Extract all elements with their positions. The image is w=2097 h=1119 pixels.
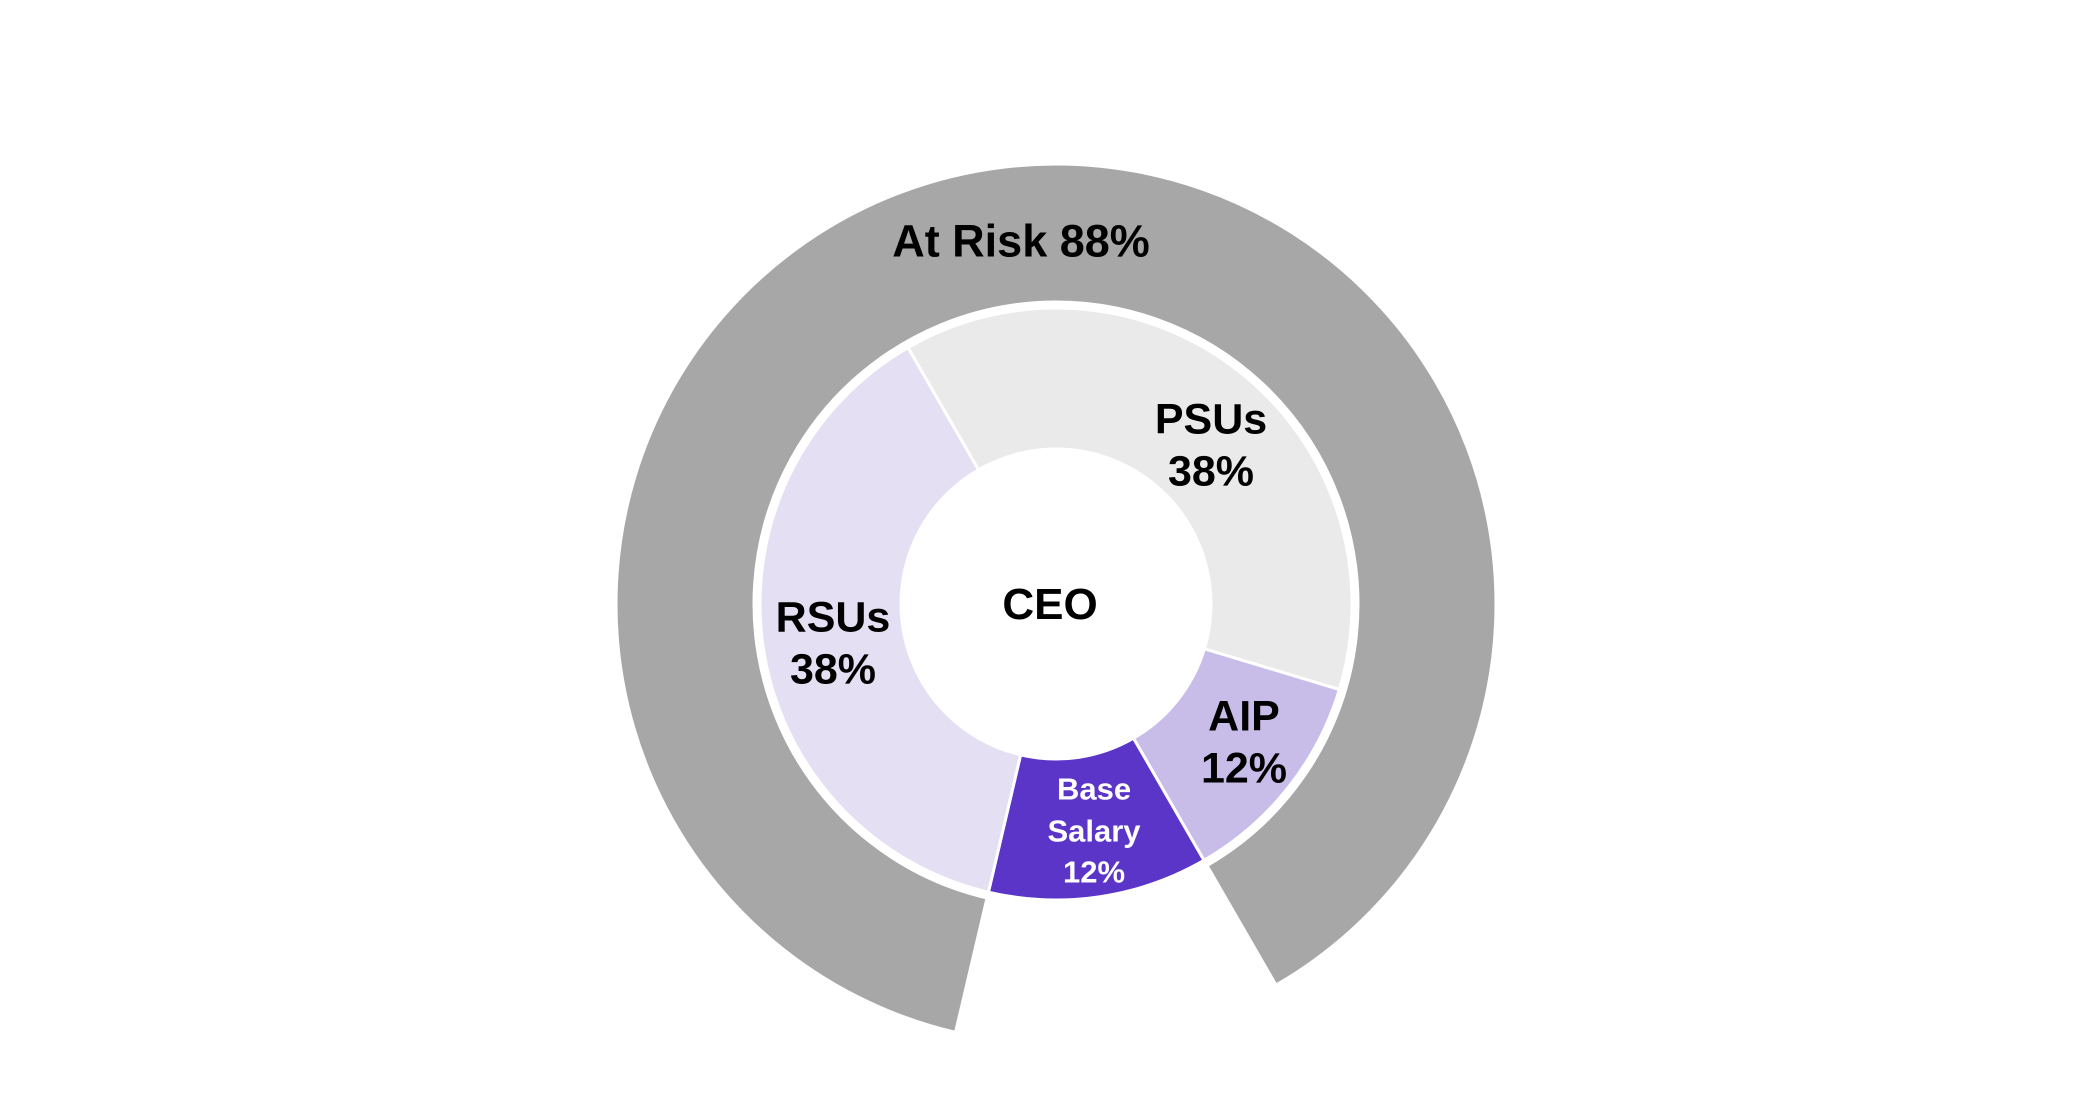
segment-label-base-salary: Base Salary 12% — [1047, 771, 1141, 890]
segment-label-rsus: RSUs 38% — [775, 593, 891, 694]
segment-label-psus: PSUs 38% — [1154, 395, 1268, 496]
outer-ring-segment-at-risk — [614, 162, 1498, 1034]
center-label-ceo: CEO — [1002, 580, 1098, 630]
segment-label-aip: AIP 12% — [1200, 692, 1288, 793]
outer-ring-label-at-risk: At Risk 88% — [892, 215, 1150, 267]
donut-center-circle — [901, 449, 1211, 759]
